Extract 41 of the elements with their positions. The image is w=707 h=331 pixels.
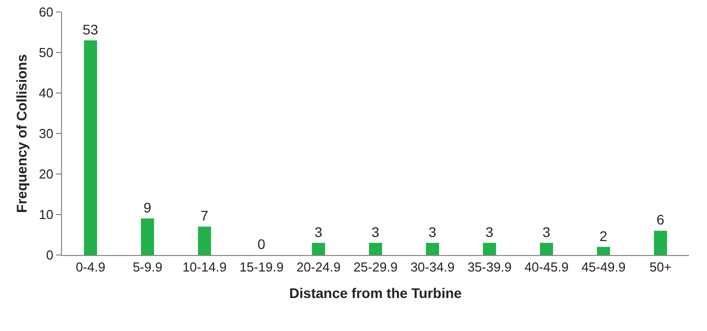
bar (84, 40, 98, 255)
data-label: 3 (372, 224, 380, 240)
data-label: 2 (600, 228, 608, 244)
y-tick-label: 20 (38, 166, 54, 182)
data-label: 3 (314, 224, 323, 240)
y-tick-label: 0 (46, 248, 54, 263)
x-tick-label: 50+ (649, 260, 672, 275)
bar (426, 242, 440, 255)
data-label: 3 (542, 224, 551, 240)
bar (596, 246, 610, 255)
y-tick-label: 50 (38, 45, 54, 60)
x-tick-label: 35-39.9 (467, 260, 512, 275)
bar (482, 242, 496, 255)
x-tick-label: 5-9.9 (132, 260, 162, 275)
data-label: 3 (486, 224, 494, 240)
x-tick-label: 0-4.9 (76, 260, 106, 275)
y-tick-label: 10 (38, 207, 54, 222)
y-tick-label: 60 (38, 4, 54, 20)
x-tick-label: 25-29.9 (353, 260, 398, 275)
x-tick-label: 45-49.9 (581, 260, 626, 275)
x-tick-label: 30-34.9 (410, 260, 455, 275)
data-label: 53 (82, 21, 98, 38)
bar (540, 242, 554, 255)
data-label: 9 (144, 200, 152, 216)
bar (654, 230, 668, 255)
bar (312, 242, 326, 255)
data-label: 3 (428, 224, 437, 240)
bar (140, 218, 154, 255)
y-tick-label: 40 (38, 86, 54, 101)
x-tick-label: 15-19.9 (239, 260, 284, 275)
data-label: 7 (200, 208, 209, 224)
bar (198, 226, 212, 255)
x-tick-label: 20-24.9 (296, 260, 341, 275)
x-tick-label: 40-45.9 (524, 260, 569, 275)
y-tick-label: 30 (38, 126, 54, 142)
y-axis-title: Frequency of Collisions (14, 54, 30, 213)
x-axis-title: Distance from the Turbine (289, 284, 462, 301)
bar (368, 242, 382, 255)
x-tick-label: 10-14.9 (182, 260, 227, 275)
data-label: 6 (656, 212, 664, 228)
data-label: 0 (258, 236, 266, 252)
